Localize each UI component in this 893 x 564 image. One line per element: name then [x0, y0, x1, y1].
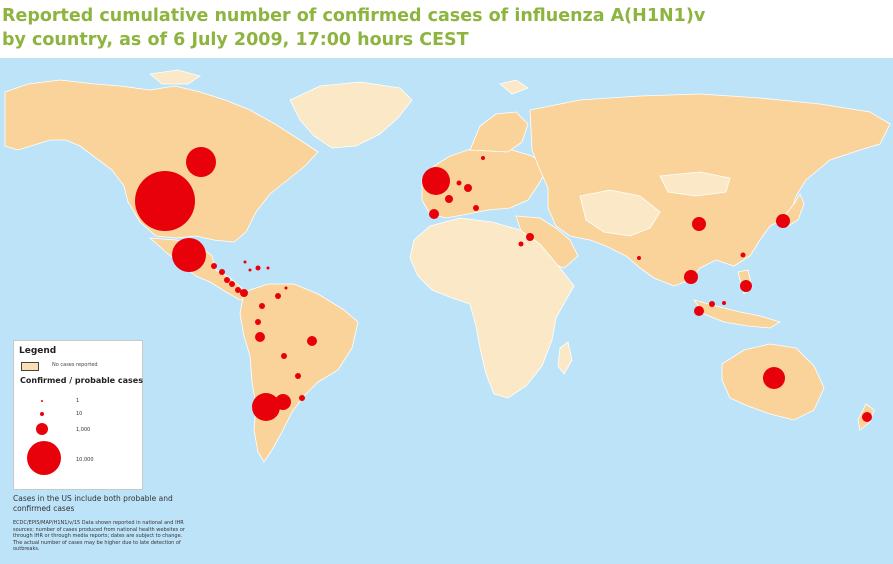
marker-argentina: [275, 394, 291, 410]
marker-spain: [429, 209, 439, 219]
marker-indonesia: [722, 301, 726, 305]
land-central-asia: [579, 189, 661, 237]
title-line-1: Reported cumulative number of confirmed …: [2, 6, 706, 26]
marker-trinidad: [284, 286, 288, 290]
legend-label-1000: 1,000: [76, 427, 91, 433]
land-greenland: [289, 81, 413, 149]
map-legend: Legend No cases reported Confirmed / pro…: [13, 340, 143, 490]
legend-label-10: 10: [76, 411, 83, 417]
no-cases-label: No cases reported: [52, 362, 98, 368]
marker-panama: [240, 289, 248, 297]
source-note: ECDC/EPIS/MAP/H1N1/v/15 Data shown repor…: [13, 520, 185, 552]
land-scandinavia: [469, 111, 529, 153]
map-notes: Cases in the US include both probable an…: [13, 494, 188, 553]
marker-peru: [255, 332, 265, 342]
marker-germany: [464, 184, 472, 192]
legend-marker-10: [40, 412, 44, 416]
marker-italy: [473, 205, 479, 211]
us-note: Cases in the US include both probable an…: [13, 494, 173, 513]
marker-ecuador: [255, 319, 261, 325]
legend-marker-10000: [27, 441, 61, 475]
land-arctic-islands: [149, 69, 201, 85]
marker-sweden: [481, 156, 485, 160]
land-indonesia: [693, 299, 781, 329]
marker-australia: [763, 367, 785, 389]
land-mongolia: [659, 171, 731, 197]
marker-jamaica: [248, 268, 252, 272]
marker-venezuela: [275, 293, 281, 299]
title-line-2: by country, as of 6 July 2009, 17:00 hou…: [2, 30, 469, 50]
land-europe: [421, 145, 549, 219]
marker-china: [692, 217, 706, 231]
land-madagascar: [557, 341, 573, 375]
land-north-america: [4, 79, 319, 243]
marker-new-zealand: [862, 412, 872, 422]
marker-uruguay: [299, 395, 305, 401]
marker-malaysia: [709, 301, 715, 307]
marker-el-salvador: [224, 277, 230, 283]
marker-colombia: [259, 303, 265, 309]
land-svalbard: [499, 79, 529, 95]
map-title: Reported cumulative number of confirmed …: [2, 4, 862, 52]
no-cases-swatch: [21, 362, 39, 371]
legend-title: Legend: [19, 346, 57, 356]
marker-paraguay: [295, 373, 301, 379]
marker-thailand: [684, 270, 698, 284]
marker-united-states: [135, 171, 195, 231]
legend-marker-1000: [36, 423, 48, 435]
marker-united-kingdom: [422, 167, 450, 195]
marker-netherlands: [456, 180, 462, 186]
marker-guatemala: [211, 263, 217, 269]
marker-france: [445, 195, 453, 203]
marker-israel: [526, 233, 534, 241]
marker-mexico: [172, 238, 206, 272]
legend-marker-1: [41, 400, 43, 402]
marker-costa-rica: [235, 287, 241, 293]
marker-puerto-rico: [266, 266, 270, 270]
marker-taiwan: [740, 252, 746, 258]
marker-japan: [776, 214, 790, 228]
marker-egypt: [518, 241, 524, 247]
marker-chile: [252, 393, 280, 421]
marker-singapore: [694, 306, 704, 316]
marker-bolivia: [281, 353, 287, 359]
marker-philippines: [740, 280, 752, 292]
world-map: [0, 58, 893, 564]
marker-canada: [186, 147, 216, 177]
marker-honduras: [219, 269, 225, 275]
marker-nicaragua: [229, 281, 235, 287]
land-africa: [409, 217, 575, 399]
land-japan: [785, 193, 805, 227]
marker-india: [637, 256, 641, 260]
marker-cuba: [243, 260, 247, 264]
marker-brazil: [307, 336, 317, 346]
marker-heading: Confirmed / probable cases: [20, 376, 143, 385]
legend-label-10000: 10,000: [76, 457, 94, 463]
marker-dominican-republic: [255, 265, 261, 271]
legend-label-1: 1: [76, 398, 80, 404]
